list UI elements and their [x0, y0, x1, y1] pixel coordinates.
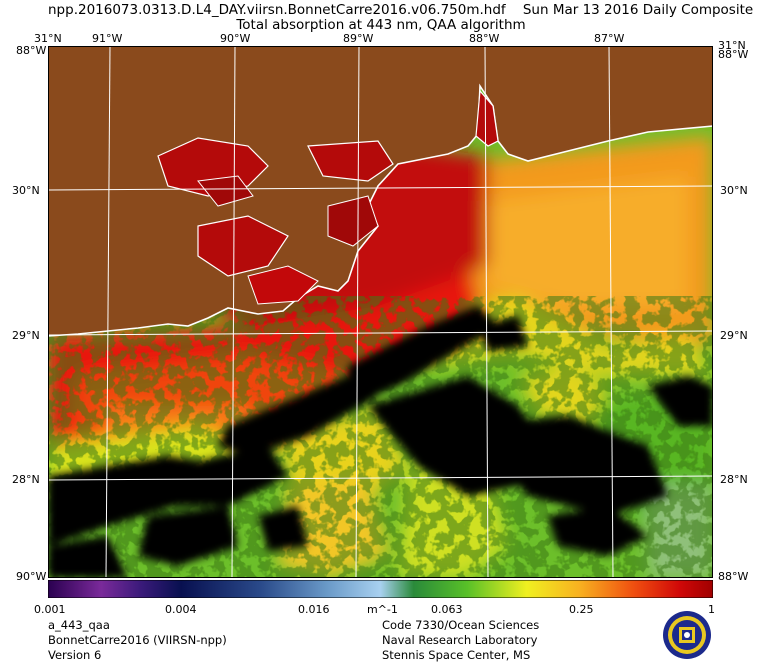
colorbar-label-1: 1	[708, 603, 715, 616]
corner-lon-left-top: 88°W	[16, 44, 47, 57]
org-name: Naval Research Laboratory	[382, 633, 538, 647]
lat-label-30n-left: 30°N	[12, 184, 40, 197]
lon-label-89w: 89°W	[343, 32, 374, 45]
lat-label-29n-right: 29°N	[720, 329, 748, 342]
composite-date: Sun Mar 13 2016 Daily Composite	[522, 2, 754, 18]
land-mass	[48, 46, 713, 337]
product-subtitle: Total absorption at 443 nm, QAA algorith…	[236, 17, 526, 33]
footer-right: Code 7330/Ocean Sciences Naval Research …	[382, 618, 539, 663]
lon-label-90w: 90°W	[220, 32, 251, 45]
corner-lon-right-top: 88°W	[718, 48, 749, 61]
colorbar-units: m^-1	[367, 603, 398, 616]
nrl-seal-icon	[663, 611, 711, 659]
no-data-cloud	[48, 306, 713, 578]
lat-label-28n-left: 28°N	[12, 473, 40, 486]
product-filename: npp.2016073.0313.D.L4_DAY.viirsn.BonnetC…	[48, 2, 754, 18]
lon-label-88w: 88°W	[469, 32, 500, 45]
footer-left: a_443_qaa BonnetCarre2016 (VIIRSN-npp) V…	[48, 618, 227, 663]
graticule	[48, 46, 713, 578]
absorption-map	[48, 46, 713, 578]
corner-lat-top-left: 31°N	[34, 32, 62, 45]
lon-label-91w: 91°W	[92, 32, 123, 45]
corner-lon-bottom-right: 88°W	[718, 570, 749, 583]
lat-label-29n-left: 29°N	[12, 329, 40, 342]
colorbar-label-0.004: 0.004	[165, 603, 197, 616]
org-code: Code 7330/Ocean Sciences	[382, 618, 540, 632]
colorbar	[48, 580, 713, 598]
version-label: Version 6	[48, 648, 102, 662]
lon-label-87w: 87°W	[594, 32, 625, 45]
corner-lat-top-right: 31°N	[718, 39, 746, 52]
dataset-name: BonnetCarre2016 (VIIRSN-npp)	[48, 633, 227, 647]
lat-label-30n-right: 30°N	[720, 184, 748, 197]
colorbar-label-0.25: 0.25	[569, 603, 594, 616]
lat-label-28n-right: 28°N	[720, 473, 748, 486]
colorbar-label-0.063: 0.063	[431, 603, 463, 616]
colorbar-label-0.016: 0.016	[298, 603, 330, 616]
org-location: Stennis Space Center, MS	[382, 648, 531, 662]
product-name: a_443_qaa	[48, 618, 110, 632]
corner-lon-bottom-left: 90°W	[16, 570, 47, 583]
colorbar-label-0.001: 0.001	[34, 603, 66, 616]
